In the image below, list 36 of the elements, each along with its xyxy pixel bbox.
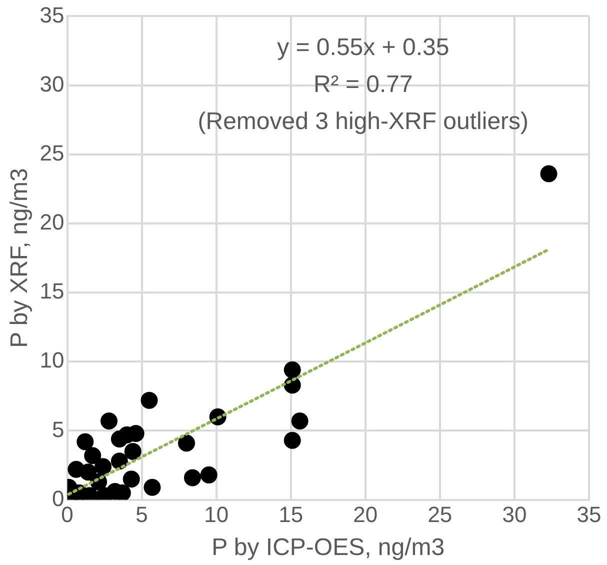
y-tick-label: 20 (40, 210, 64, 235)
y-tick-label: 15 (40, 278, 64, 304)
annotation: y = 0.55x + 0.35 (277, 34, 450, 61)
x-tick-label: 35 (576, 502, 602, 528)
point (178, 434, 196, 452)
point (284, 432, 301, 449)
point (291, 412, 308, 430)
x-tick-label: 15 (278, 502, 304, 528)
point (122, 470, 140, 488)
point (124, 442, 142, 460)
point (76, 433, 94, 450)
x-tick-label: 20 (353, 502, 378, 528)
point (110, 452, 128, 470)
y-tick-label: 10 (40, 348, 64, 373)
point (84, 447, 102, 464)
x-tick-label: 25 (428, 502, 452, 528)
x-axis-title: P by ICP-OES, ng/m3 (212, 534, 445, 562)
point (100, 412, 118, 430)
x-tick-label: 5 (136, 502, 148, 528)
point (80, 464, 97, 481)
annotation: R² = 0.77 (313, 70, 413, 98)
x-tick-label: 30 (502, 502, 527, 528)
point (144, 478, 161, 496)
y-axis-title: P by XRF, ng/m3 (6, 168, 34, 348)
y-tick-label: 30 (40, 71, 64, 96)
annotation: (Removed 3 high-XRF outliers) (198, 108, 529, 135)
point (540, 165, 558, 182)
point (184, 469, 201, 486)
point (200, 466, 218, 484)
point (140, 392, 158, 409)
y-tick-label: 35 (40, 2, 64, 28)
point (284, 361, 301, 378)
point (94, 458, 112, 476)
x-tick-label: 10 (204, 502, 229, 528)
y-tick-label: 25 (40, 140, 64, 166)
y-tick-label: 5 (52, 416, 64, 442)
